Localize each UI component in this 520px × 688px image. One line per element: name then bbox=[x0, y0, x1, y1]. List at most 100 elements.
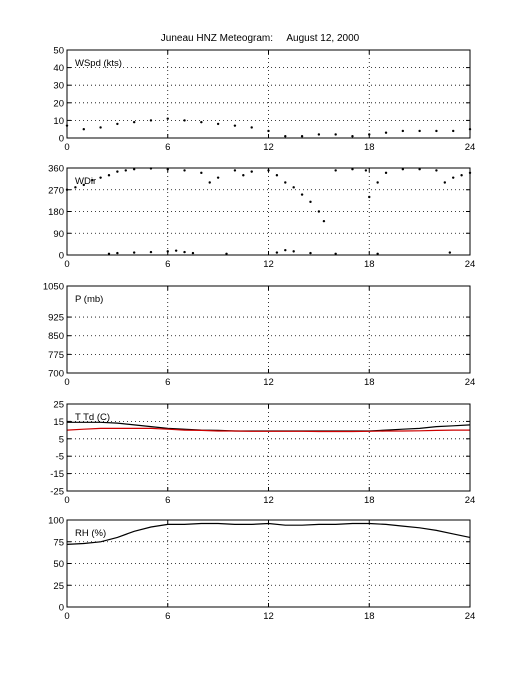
plot-frame bbox=[66, 285, 471, 374]
data-point bbox=[132, 168, 136, 171]
data-point bbox=[225, 252, 228, 255]
data-point bbox=[309, 251, 312, 255]
y-tick-label: -25 bbox=[50, 487, 64, 498]
panel-1: 0 6 12 18 24 0 90 180 270 360 WDir bbox=[48, 164, 475, 271]
panel-0: 0 6 12 18 24 0 10 20 30 40 50 WSpd (kts) bbox=[53, 46, 475, 154]
data-point bbox=[317, 133, 321, 136]
x-tick-label: 18 bbox=[364, 259, 375, 270]
x-tick-label: 0 bbox=[64, 495, 69, 506]
panel-label: RH (%) bbox=[75, 528, 106, 539]
data-point bbox=[322, 219, 326, 223]
data-point bbox=[300, 135, 304, 138]
data-point bbox=[334, 169, 337, 172]
x-tick-label: 18 bbox=[364, 611, 375, 622]
y-tick-label: 75 bbox=[53, 537, 64, 548]
data-point bbox=[401, 168, 405, 171]
data-point bbox=[435, 129, 438, 133]
data-point bbox=[275, 174, 279, 177]
data-point bbox=[250, 170, 253, 173]
x-tick-label: 24 bbox=[465, 377, 476, 388]
data-point bbox=[149, 119, 153, 122]
y-tick-label: 700 bbox=[48, 369, 64, 380]
data-point bbox=[250, 126, 253, 129]
series-line-0 bbox=[66, 522, 471, 545]
data-point bbox=[82, 128, 85, 131]
data-point bbox=[74, 186, 77, 189]
x-tick-label: 6 bbox=[165, 611, 170, 622]
series-line-0 bbox=[67, 421, 471, 432]
data-point bbox=[124, 169, 127, 172]
data-point bbox=[384, 171, 388, 175]
data-point bbox=[132, 120, 136, 124]
data-point bbox=[200, 120, 203, 124]
data-point bbox=[300, 193, 304, 196]
data-point bbox=[216, 176, 220, 179]
x-tick-label: 12 bbox=[263, 377, 274, 388]
data-point bbox=[82, 183, 85, 187]
figure-title: Juneau HNZ Meteogram: August 12, 2000 bbox=[160, 33, 360, 44]
x-tick-label: 0 bbox=[64, 611, 69, 622]
data-point bbox=[183, 250, 186, 254]
data-point bbox=[233, 169, 237, 172]
data-point bbox=[418, 168, 421, 171]
data-point bbox=[376, 252, 379, 255]
data-point bbox=[174, 249, 178, 252]
data-point bbox=[242, 174, 245, 177]
data-point bbox=[401, 129, 405, 133]
data-point bbox=[107, 174, 111, 177]
data-point bbox=[132, 251, 136, 254]
x-tick-label: 18 bbox=[364, 377, 375, 388]
y-tick-label: 5 bbox=[59, 434, 64, 445]
data-point bbox=[452, 129, 455, 133]
data-point bbox=[208, 181, 211, 184]
series-line-1 bbox=[66, 427, 470, 433]
y-tick-label: 25 bbox=[53, 400, 64, 411]
data-point bbox=[284, 248, 287, 252]
data-point bbox=[460, 174, 463, 177]
y-tick-label: 50 bbox=[53, 46, 64, 57]
data-point bbox=[435, 169, 438, 172]
y-tick-label: -15 bbox=[50, 469, 64, 480]
y-tick-label: 180 bbox=[48, 207, 64, 218]
data-point bbox=[116, 122, 119, 126]
x-tick-label: 24 bbox=[465, 142, 476, 153]
y-tick-label: 10 bbox=[53, 116, 64, 127]
data-point bbox=[116, 251, 119, 255]
plot-frame bbox=[66, 403, 471, 492]
data-point bbox=[334, 252, 337, 255]
x-tick-label: 12 bbox=[263, 495, 274, 506]
x-tick-label: 24 bbox=[465, 611, 476, 622]
y-tick-label: 360 bbox=[48, 164, 64, 175]
data-point bbox=[368, 195, 371, 199]
data-point bbox=[384, 131, 388, 134]
x-tick-label: 12 bbox=[263, 142, 274, 153]
data-point bbox=[334, 133, 337, 136]
x-tick-label: 6 bbox=[165, 142, 170, 153]
x-tick-label: 18 bbox=[364, 495, 375, 506]
data-point bbox=[116, 170, 119, 173]
data-point bbox=[183, 119, 186, 122]
y-tick-label: 0 bbox=[59, 603, 64, 614]
x-tick-label: 0 bbox=[64, 259, 69, 270]
data-point bbox=[216, 122, 220, 126]
data-point bbox=[317, 210, 321, 213]
x-tick-label: 24 bbox=[465, 495, 476, 506]
x-tick-label: 12 bbox=[263, 259, 274, 270]
y-tick-label: 100 bbox=[48, 516, 64, 527]
panel-label: WSpd (kts) bbox=[75, 58, 122, 69]
data-point bbox=[418, 129, 421, 133]
data-point bbox=[99, 126, 102, 129]
x-tick-label: 6 bbox=[165, 495, 170, 506]
data-point bbox=[351, 135, 354, 138]
data-point bbox=[284, 135, 287, 138]
panel-2: 0 6 12 18 24 700 775 850 925 1050 P (mb) bbox=[43, 282, 475, 389]
data-point bbox=[351, 168, 354, 171]
data-point bbox=[99, 176, 102, 179]
data-point bbox=[149, 250, 153, 254]
data-point bbox=[191, 251, 195, 255]
y-tick-label: 30 bbox=[53, 81, 64, 92]
x-tick-label: 12 bbox=[263, 611, 274, 622]
y-tick-label: 0 bbox=[59, 134, 64, 145]
y-tick-label: 90 bbox=[53, 229, 64, 240]
data-point bbox=[267, 129, 270, 133]
